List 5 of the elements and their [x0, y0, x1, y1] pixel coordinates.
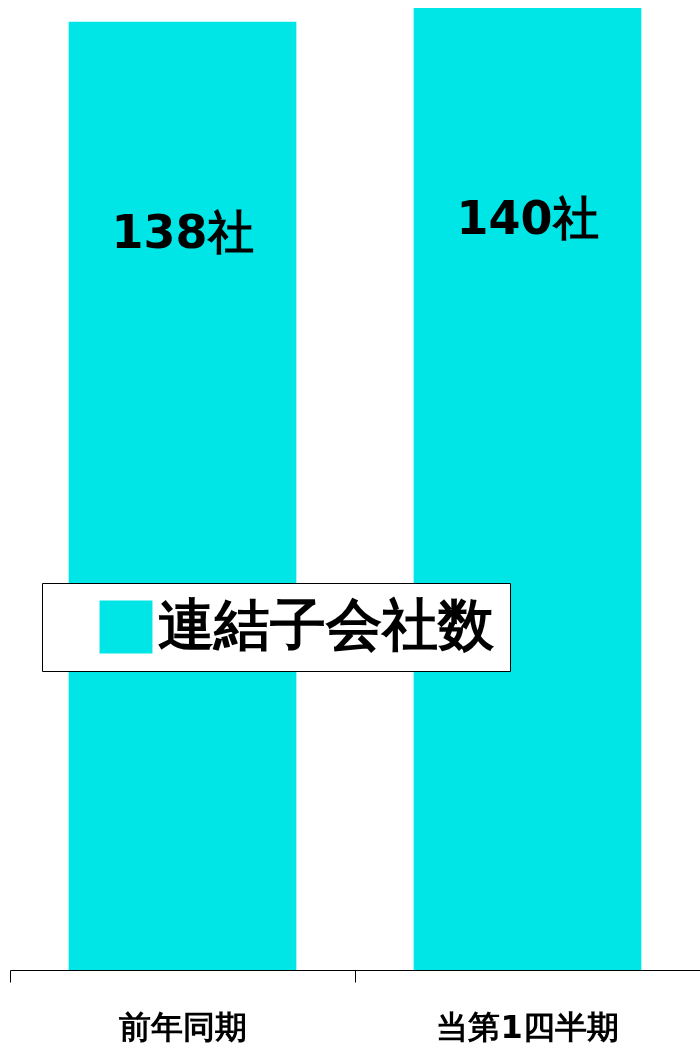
data-label: 138社 [111, 204, 254, 259]
x-tick-label: 当第1四半期 [436, 1007, 619, 1046]
data-label: 140社 [456, 191, 599, 245]
x-tick-label: 前年同期 [118, 1007, 247, 1046]
legend-label: 連結子会社数 [158, 592, 495, 657]
